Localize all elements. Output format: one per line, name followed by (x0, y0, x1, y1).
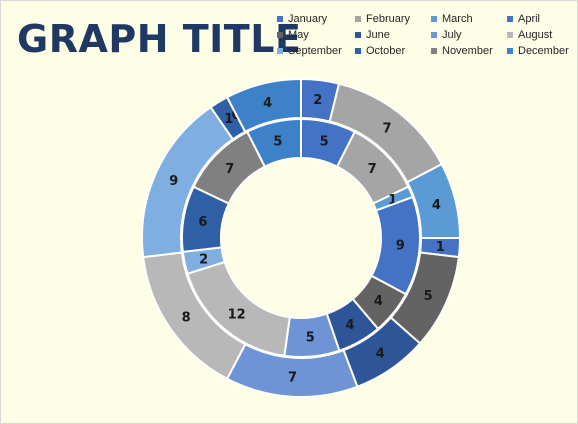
inner-ring-label-january: 5 (320, 135, 329, 150)
inner-ring-segment-december (245, 117, 302, 168)
outer-ring-label-september: 9 (169, 174, 178, 189)
outer-ring-label-march: 4 (432, 198, 441, 213)
legend-item-october: October (355, 43, 431, 58)
legend-label: April (518, 12, 541, 25)
legend-item-march: March (431, 11, 507, 26)
legend-label: February (366, 12, 411, 25)
legend-label: November (442, 44, 493, 57)
legend-item-july: July (431, 27, 507, 42)
legend-swatch (355, 31, 361, 38)
legend-label: July (442, 28, 462, 41)
legend-label: August (518, 28, 553, 41)
outer-ring-label-february: 7 (383, 122, 392, 137)
legend-item-august: August (507, 27, 577, 42)
legend-label: October (366, 44, 406, 57)
outer-ring-label-december: 4 (263, 96, 272, 111)
legend-label: June (366, 28, 390, 41)
legend-swatch (355, 15, 361, 22)
inner-ring-label-may: 4 (374, 294, 383, 309)
legend-item-december: December (507, 43, 577, 58)
inner-ring-label-march: 1 (388, 193, 397, 208)
legend-swatch (277, 47, 283, 54)
outer-ring-label-october: 1 (224, 112, 233, 127)
inner-ring-label-july: 5 (306, 331, 315, 346)
legend: January February March April May June July Augu… (277, 11, 577, 58)
legend-item-april: April (507, 11, 577, 26)
legend-label: May (288, 28, 309, 41)
legend-swatch (431, 31, 437, 38)
legend-swatch (277, 31, 283, 38)
legend-item-november: November (431, 43, 507, 58)
inner-ring-label-september: 2 (199, 252, 208, 267)
inner-ring-label-august: 12 (228, 307, 246, 322)
inner-ring-label-october: 6 (198, 215, 207, 230)
inner-ring-label-february: 7 (368, 162, 377, 177)
outer-ring-label-january: 2 (313, 93, 322, 108)
inner-ring-label-november: 7 (225, 162, 234, 177)
inner-ring-label-december: 5 (273, 135, 282, 150)
legend-swatch (431, 47, 437, 54)
legend-item-may: May (277, 27, 355, 42)
legend-label: September (288, 44, 342, 57)
legend-item-june: June (355, 27, 431, 42)
legend-label: December (518, 44, 569, 57)
legend-item-february: February (355, 11, 431, 26)
inner-ring-label-april: 9 (396, 238, 405, 253)
legend-item-september: September (277, 43, 355, 58)
outer-ring-label-june: 4 (376, 346, 385, 361)
outer-ring-label-august: 8 (182, 311, 191, 326)
outer-ring-label-april: 1 (436, 240, 445, 255)
legend-swatch (355, 47, 361, 54)
outer-ring-label-july: 7 (288, 371, 297, 386)
legend-label: March (442, 12, 473, 25)
chart-title: GRAPH TITLE (17, 17, 302, 61)
legend-swatch (507, 47, 513, 54)
legend-swatch (507, 31, 513, 38)
legend-swatch (431, 15, 437, 22)
legend-item-january: January (277, 11, 355, 26)
inner-ring-label-june: 4 (346, 318, 355, 333)
outer-ring-label-may: 5 (424, 289, 433, 304)
legend-label: January (288, 12, 328, 25)
legend-swatch (277, 15, 283, 22)
legend-swatch (507, 15, 513, 22)
